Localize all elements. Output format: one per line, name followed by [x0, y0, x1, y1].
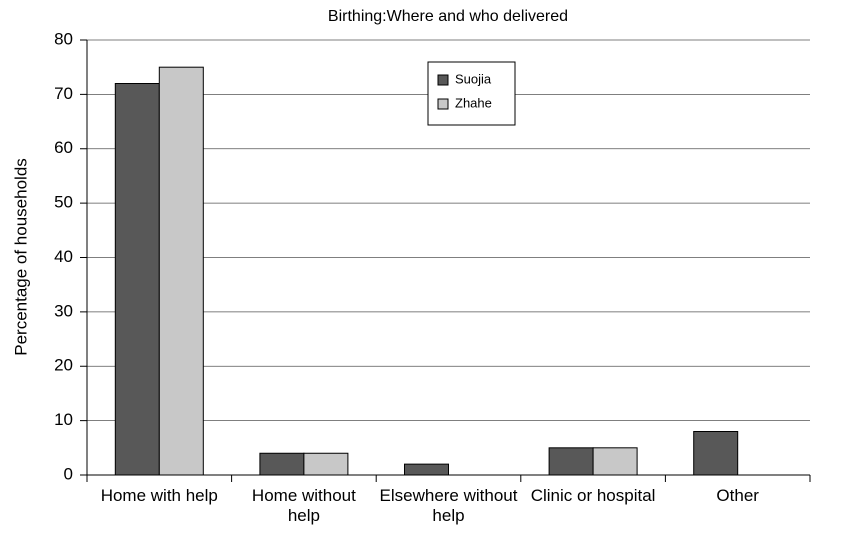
y-tick-label: 80	[54, 29, 73, 48]
y-tick-label: 20	[54, 356, 73, 375]
y-tick-label: 30	[54, 301, 73, 320]
bar	[404, 463, 449, 476]
y-tick-label: 60	[54, 138, 73, 157]
legend-label: Suojia	[455, 71, 492, 86]
x-tick-label: Clinic or hospital	[531, 486, 656, 505]
y-tick-label: 0	[64, 464, 73, 483]
bar	[592, 447, 638, 476]
chart-title: Birthing:Where and who delivered	[328, 8, 568, 25]
y-tick-label: 50	[54, 193, 73, 212]
bar	[158, 66, 204, 476]
bar	[259, 452, 305, 476]
legend-label: Zhahe	[455, 95, 492, 110]
y-tick-label: 40	[54, 247, 73, 266]
legend-swatch	[437, 74, 449, 86]
bar	[693, 431, 739, 476]
bar	[303, 452, 349, 476]
x-tick-label: Other	[716, 486, 759, 505]
x-tick-label: Elsewhere without help	[380, 486, 518, 525]
y-axis-label: Percentage of households	[11, 158, 30, 356]
x-tick-label: Home with help	[101, 486, 218, 505]
legend-box	[427, 61, 516, 126]
bar	[548, 447, 594, 476]
y-tick-label: 10	[54, 410, 73, 429]
legend-swatch	[437, 98, 449, 110]
x-tick-label: Home without help	[252, 486, 356, 525]
y-tick-label: 70	[54, 84, 73, 103]
bar	[114, 83, 160, 476]
